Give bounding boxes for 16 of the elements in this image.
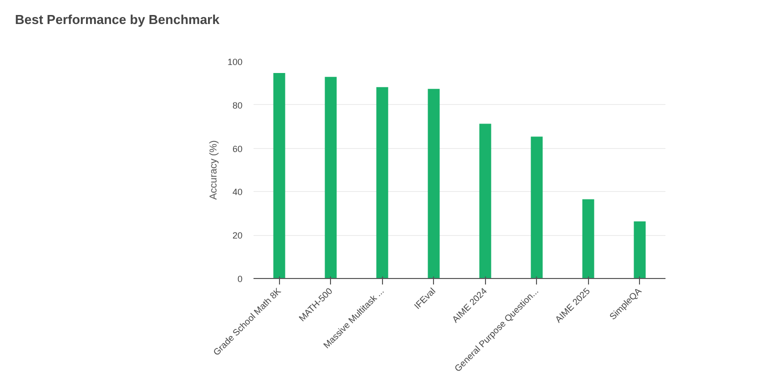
y-tick-label: 60 [232, 144, 243, 154]
bar [273, 73, 286, 278]
bar [324, 76, 337, 278]
bar [530, 136, 543, 278]
bar [428, 88, 440, 278]
bar [634, 221, 646, 278]
y-tick-label: 80 [232, 100, 243, 110]
text: Best Performance by Benchmark [15, 11, 220, 29]
bar [582, 199, 594, 278]
y-tick-label: 100 [227, 57, 243, 67]
y-tick-label: 0 [237, 274, 243, 284]
bar [376, 87, 388, 278]
y-tick-label: 40 [232, 187, 243, 198]
bar [479, 124, 492, 278]
y-tick-label: 20 [232, 230, 243, 241]
y-axis-title: Accuracy (%) [208, 140, 220, 200]
